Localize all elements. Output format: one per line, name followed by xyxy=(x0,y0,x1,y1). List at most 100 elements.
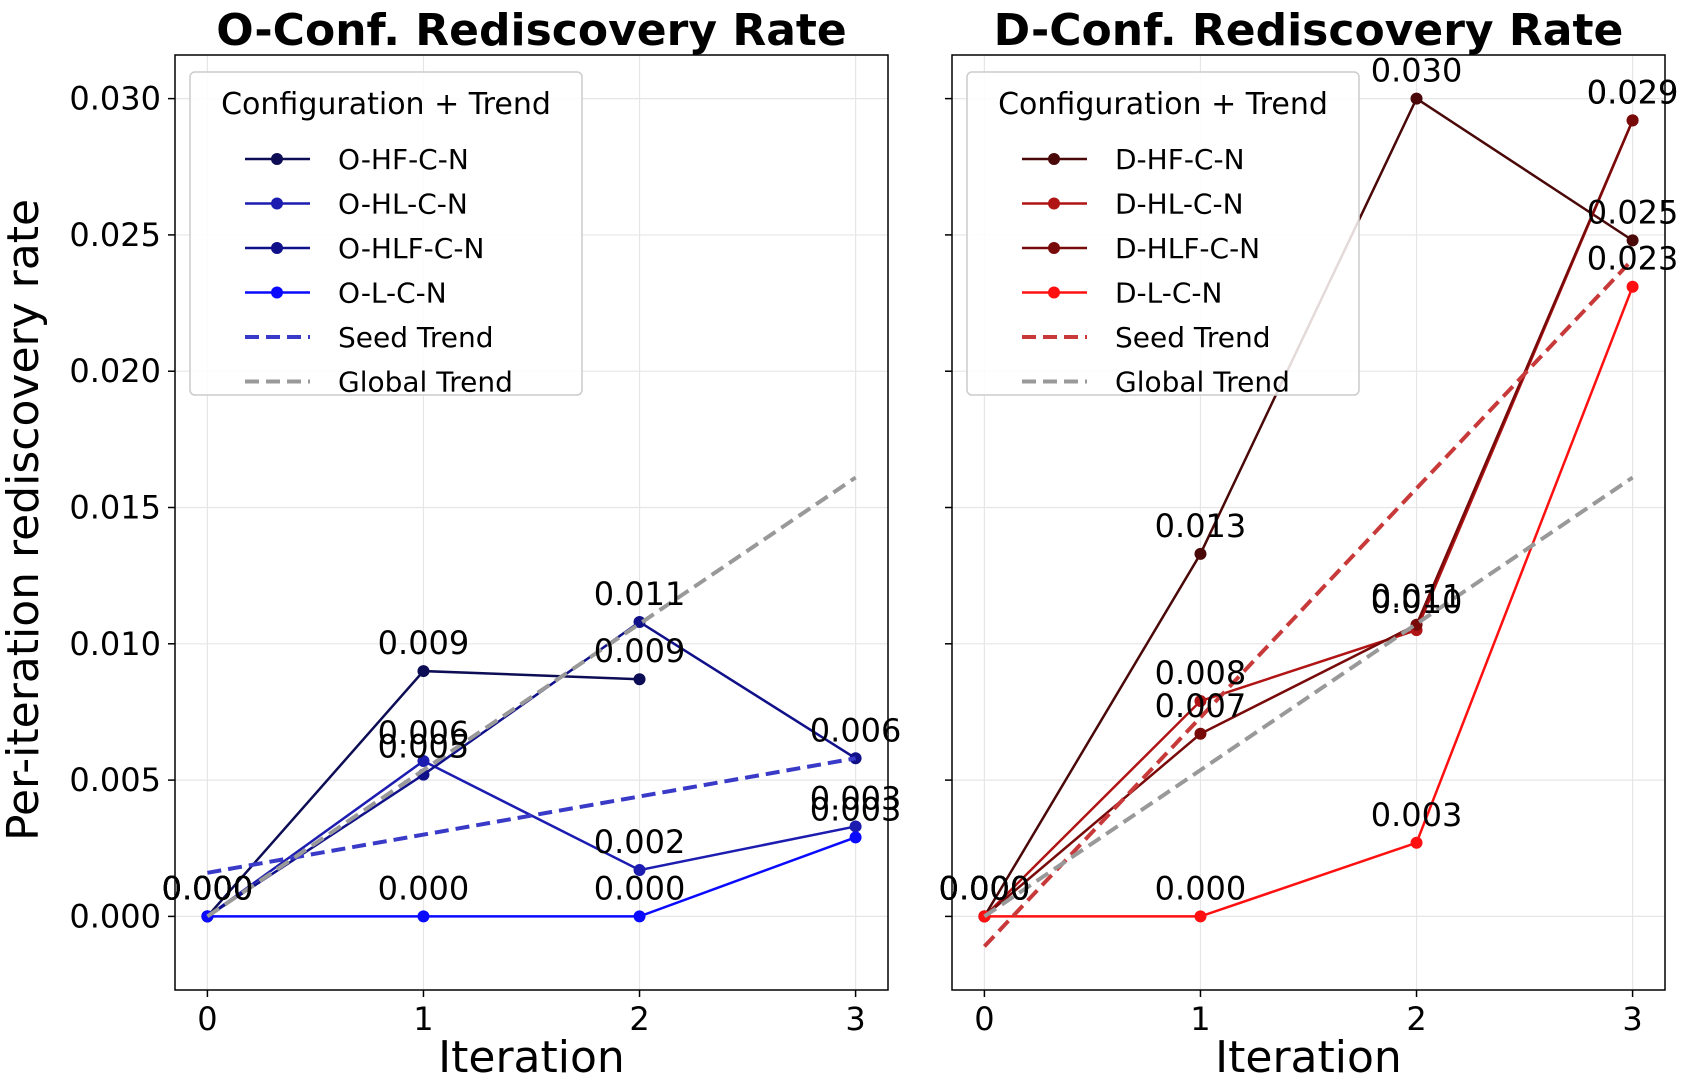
data-point xyxy=(633,673,646,686)
legend-entry: D-HL-C-N xyxy=(1022,188,1244,221)
data-label: 0.010 xyxy=(1371,583,1463,621)
x-tick-label: 3 xyxy=(1622,1000,1642,1038)
legend-marker xyxy=(271,242,283,254)
data-point xyxy=(417,755,430,768)
legend-entry: Seed Trend xyxy=(1022,321,1271,354)
legend-box xyxy=(966,71,1360,396)
x-axis-label: Iteration xyxy=(438,1032,625,1083)
legend-entry: D-HLF-C-N xyxy=(1022,232,1260,265)
data-label: 0.003 xyxy=(810,790,902,828)
legend-entry: Global Trend xyxy=(1022,366,1290,399)
data-label: 0.002 xyxy=(594,823,686,861)
x-tick-label: 1 xyxy=(413,1000,433,1038)
series-line-D-L-C-N xyxy=(984,286,1634,918)
data-label: 0.000 xyxy=(939,869,1031,907)
data-point xyxy=(1194,727,1207,740)
panel-1: 0 1 2 3 0.000 0.005 0.010 0.015 0.020 0.025 0.030 O… xyxy=(69,5,901,1083)
data-label: 0.007 xyxy=(1155,687,1247,725)
data-label: 0.003 xyxy=(1371,796,1463,834)
data-label: 0.005 xyxy=(378,728,470,766)
legend-entry: Global Trend xyxy=(245,366,513,399)
y-tick-label: 0.025 xyxy=(69,216,161,254)
chart-panels: 0 1 2 3 0.000 0.005 0.010 0.015 0.020 0.025 0.030 O… xyxy=(69,5,1678,1083)
legend: Configuration + Trend D-HF-C-N D-HL-C-N D-H… xyxy=(966,71,1360,399)
data-label: 0.030 xyxy=(1371,52,1463,90)
legend-label: D-HL-C-N xyxy=(1115,188,1244,221)
data-label: 0.025 xyxy=(1587,193,1679,231)
data-point xyxy=(633,615,646,628)
legend: Configuration + Trend O-HF-C-N O-HL-C-N O-H… xyxy=(189,71,583,399)
legend-marker xyxy=(271,197,283,210)
series-line-O-HL-C-N xyxy=(206,759,856,918)
data-label: 0.000 xyxy=(378,869,470,907)
data-point xyxy=(633,864,646,877)
plot-area xyxy=(978,92,1639,948)
panel-2: 0 1 2 3 D-Conf. Rediscovery Rate Iteration 0.0… xyxy=(939,5,1679,1083)
data-label: 0.009 xyxy=(594,632,686,670)
data-label: 0.008 xyxy=(1155,654,1247,692)
legend-label: D-L-C-N xyxy=(1115,277,1222,310)
data-label: 0.011 xyxy=(594,575,686,613)
data-point xyxy=(633,910,646,923)
data-label: 0.000 xyxy=(162,869,254,907)
data-label: 0.000 xyxy=(162,869,254,907)
legend-marker xyxy=(271,153,283,165)
data-point xyxy=(1626,234,1639,247)
data-label: 0.029 xyxy=(1587,73,1679,111)
legend-label: O-L-C-N xyxy=(338,277,447,310)
trend-line-global-trend xyxy=(206,475,857,919)
data-point xyxy=(1194,547,1207,560)
x-tick-label: 2 xyxy=(1406,1000,1426,1038)
data-point xyxy=(849,831,862,844)
data-point xyxy=(1626,280,1639,293)
legend-label: O-HL-C-N xyxy=(338,188,468,221)
data-label: 0.006 xyxy=(810,711,902,749)
trend-line-seed-trend xyxy=(982,258,1635,948)
data-label: 0.023 xyxy=(1587,240,1679,278)
legend-entry: O-L-C-N xyxy=(245,277,447,310)
data-label: 0.000 xyxy=(939,869,1031,907)
y-tick-label: 0.000 xyxy=(69,897,161,935)
legend-label: Seed Trend xyxy=(1115,321,1271,354)
data-label: 0.003 xyxy=(810,779,902,817)
legend-title: Configuration + Trend xyxy=(998,87,1328,122)
chart-title: D-Conf. Rediscovery Rate xyxy=(994,5,1624,56)
data-label: 0.000 xyxy=(939,869,1031,907)
trend-line-global-trend xyxy=(983,475,1634,919)
legend-label: Seed Trend xyxy=(338,321,494,354)
legend-entry: D-HF-C-N xyxy=(1022,143,1245,176)
legend-marker xyxy=(1048,286,1060,299)
legend-marker xyxy=(1048,197,1060,210)
y-tick-label: 0.010 xyxy=(69,625,161,663)
series-line-O-L-C-N xyxy=(207,836,857,918)
data-point xyxy=(1626,114,1639,127)
legend-label: O-HF-C-N xyxy=(338,143,469,176)
chart-title: O-Conf. Rediscovery Rate xyxy=(216,5,847,56)
data-label: 0.029 xyxy=(1587,73,1679,111)
axes-frame xyxy=(174,54,889,991)
data-point xyxy=(1194,910,1207,923)
trend-line-seed-trend xyxy=(207,756,856,875)
plot-area xyxy=(201,475,862,923)
x-tick-label: 2 xyxy=(629,1000,649,1038)
data-point xyxy=(1194,695,1207,708)
legend-marker xyxy=(1048,153,1060,165)
x-tick-label: 1 xyxy=(1190,1000,1210,1038)
legend-box xyxy=(189,71,583,396)
x-tick-label: 3 xyxy=(845,1000,865,1038)
data-point xyxy=(849,752,862,765)
x-tick-label: 0 xyxy=(974,1000,994,1038)
legend-marker xyxy=(271,286,283,299)
data-label: 0.006 xyxy=(378,714,470,752)
legend-label: Global Trend xyxy=(1115,366,1290,399)
data-label: 0.013 xyxy=(1155,507,1247,545)
data-label: 0.000 xyxy=(1155,869,1247,907)
data-label: 0.011 xyxy=(1371,578,1463,616)
legend-label: D-HF-C-N xyxy=(1115,143,1245,176)
data-label: 0.000 xyxy=(594,869,686,907)
data-label: 0.000 xyxy=(162,869,254,907)
legend-marker xyxy=(1048,242,1060,254)
data-label: 0.000 xyxy=(939,869,1031,907)
data-point xyxy=(1410,92,1423,105)
x-axis-label: Iteration xyxy=(1215,1032,1402,1083)
